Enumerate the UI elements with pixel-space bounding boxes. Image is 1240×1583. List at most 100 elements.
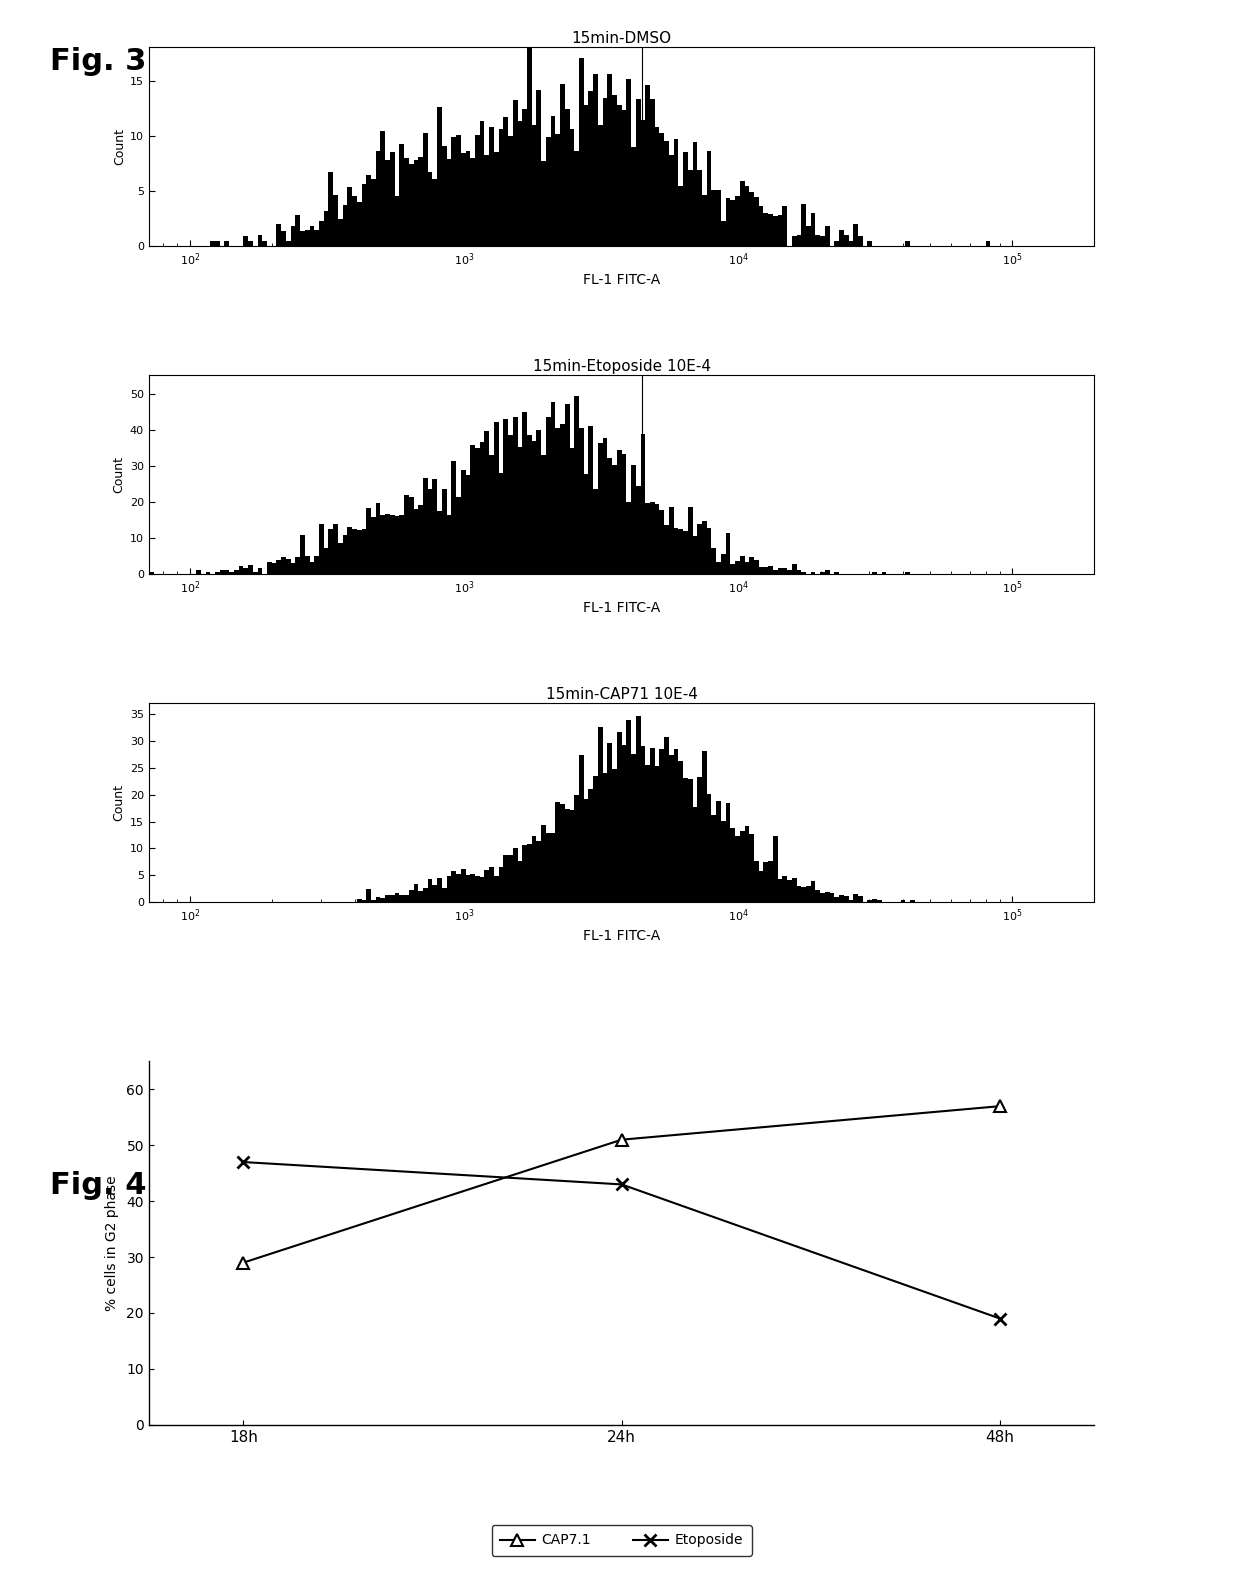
Bar xyxy=(616,104,621,247)
Bar xyxy=(692,535,697,575)
Bar xyxy=(839,894,843,902)
Bar xyxy=(631,464,636,575)
Bar xyxy=(744,187,749,247)
Bar xyxy=(357,899,362,902)
Bar xyxy=(616,733,621,902)
Bar xyxy=(541,161,546,247)
Bar xyxy=(324,548,329,575)
Bar xyxy=(608,457,613,575)
Bar xyxy=(399,514,404,575)
Bar xyxy=(650,502,655,575)
Bar xyxy=(626,79,631,247)
Bar xyxy=(527,844,532,902)
Bar xyxy=(314,556,319,575)
Bar xyxy=(381,131,386,247)
Bar xyxy=(872,899,877,902)
Bar xyxy=(579,755,584,902)
Bar xyxy=(441,146,446,247)
Bar xyxy=(428,879,433,902)
Bar xyxy=(423,478,428,575)
Bar xyxy=(598,125,603,247)
Bar xyxy=(569,128,574,247)
Bar xyxy=(565,109,569,247)
Bar xyxy=(749,557,754,575)
Bar xyxy=(310,226,314,247)
Bar xyxy=(211,241,215,247)
Bar xyxy=(352,529,357,575)
Bar xyxy=(782,568,787,575)
Bar xyxy=(305,556,310,575)
Bar xyxy=(754,861,759,902)
Bar xyxy=(796,886,801,902)
Bar xyxy=(569,810,574,902)
Bar xyxy=(342,204,347,247)
Bar xyxy=(754,196,759,247)
Bar xyxy=(616,450,621,575)
Bar xyxy=(339,543,342,575)
Bar xyxy=(688,507,692,575)
Bar xyxy=(579,59,584,247)
Bar xyxy=(513,100,517,247)
Bar xyxy=(414,883,418,902)
Title: 15min-DMSO: 15min-DMSO xyxy=(572,32,672,46)
Bar xyxy=(258,568,262,575)
Bar xyxy=(702,750,707,902)
Bar xyxy=(820,893,825,902)
Bar xyxy=(806,886,811,902)
Bar xyxy=(494,875,498,902)
Bar xyxy=(660,510,665,575)
Bar xyxy=(362,901,366,902)
Bar xyxy=(556,803,560,902)
Y-axis label: Count: Count xyxy=(113,128,125,165)
Bar xyxy=(626,720,631,902)
Bar xyxy=(513,848,517,902)
Bar xyxy=(636,716,641,902)
Bar xyxy=(243,236,248,247)
Bar xyxy=(418,505,423,575)
Bar xyxy=(801,571,806,575)
Bar xyxy=(532,836,537,902)
CAP7.1 xyxy=(992,1097,1007,1116)
Bar xyxy=(428,489,433,575)
Bar xyxy=(290,564,295,575)
Bar xyxy=(631,147,636,247)
Bar xyxy=(668,507,673,575)
Bar xyxy=(720,554,725,575)
Bar xyxy=(219,570,224,575)
Bar xyxy=(414,160,418,247)
Bar xyxy=(730,828,735,902)
Bar xyxy=(295,215,300,247)
Bar xyxy=(238,565,243,575)
Bar xyxy=(589,92,593,247)
Bar xyxy=(329,529,334,575)
Bar xyxy=(352,196,357,247)
Bar xyxy=(456,497,461,575)
Bar xyxy=(513,416,517,575)
Bar xyxy=(267,562,272,575)
Bar xyxy=(759,567,764,575)
Bar xyxy=(537,90,541,247)
Bar xyxy=(456,874,461,902)
Bar xyxy=(641,434,645,575)
Bar xyxy=(858,236,863,247)
Bar xyxy=(900,901,905,902)
Bar xyxy=(645,85,650,247)
Bar xyxy=(441,888,446,902)
Bar xyxy=(551,116,556,247)
Bar xyxy=(707,795,712,902)
Bar xyxy=(712,815,717,902)
Bar xyxy=(603,773,608,902)
Bar xyxy=(342,535,347,575)
Bar xyxy=(281,231,286,247)
Bar xyxy=(655,503,660,575)
Etoposide xyxy=(236,1152,250,1171)
Bar xyxy=(593,74,598,247)
Bar xyxy=(286,241,290,247)
Bar xyxy=(702,521,707,575)
Title: 15min-Etoposide 10E-4: 15min-Etoposide 10E-4 xyxy=(533,359,711,374)
Bar xyxy=(730,564,735,575)
Bar xyxy=(522,109,527,247)
Y-axis label: % cells in G2 phase: % cells in G2 phase xyxy=(105,1175,119,1311)
Bar xyxy=(660,133,665,247)
Bar xyxy=(433,179,438,247)
